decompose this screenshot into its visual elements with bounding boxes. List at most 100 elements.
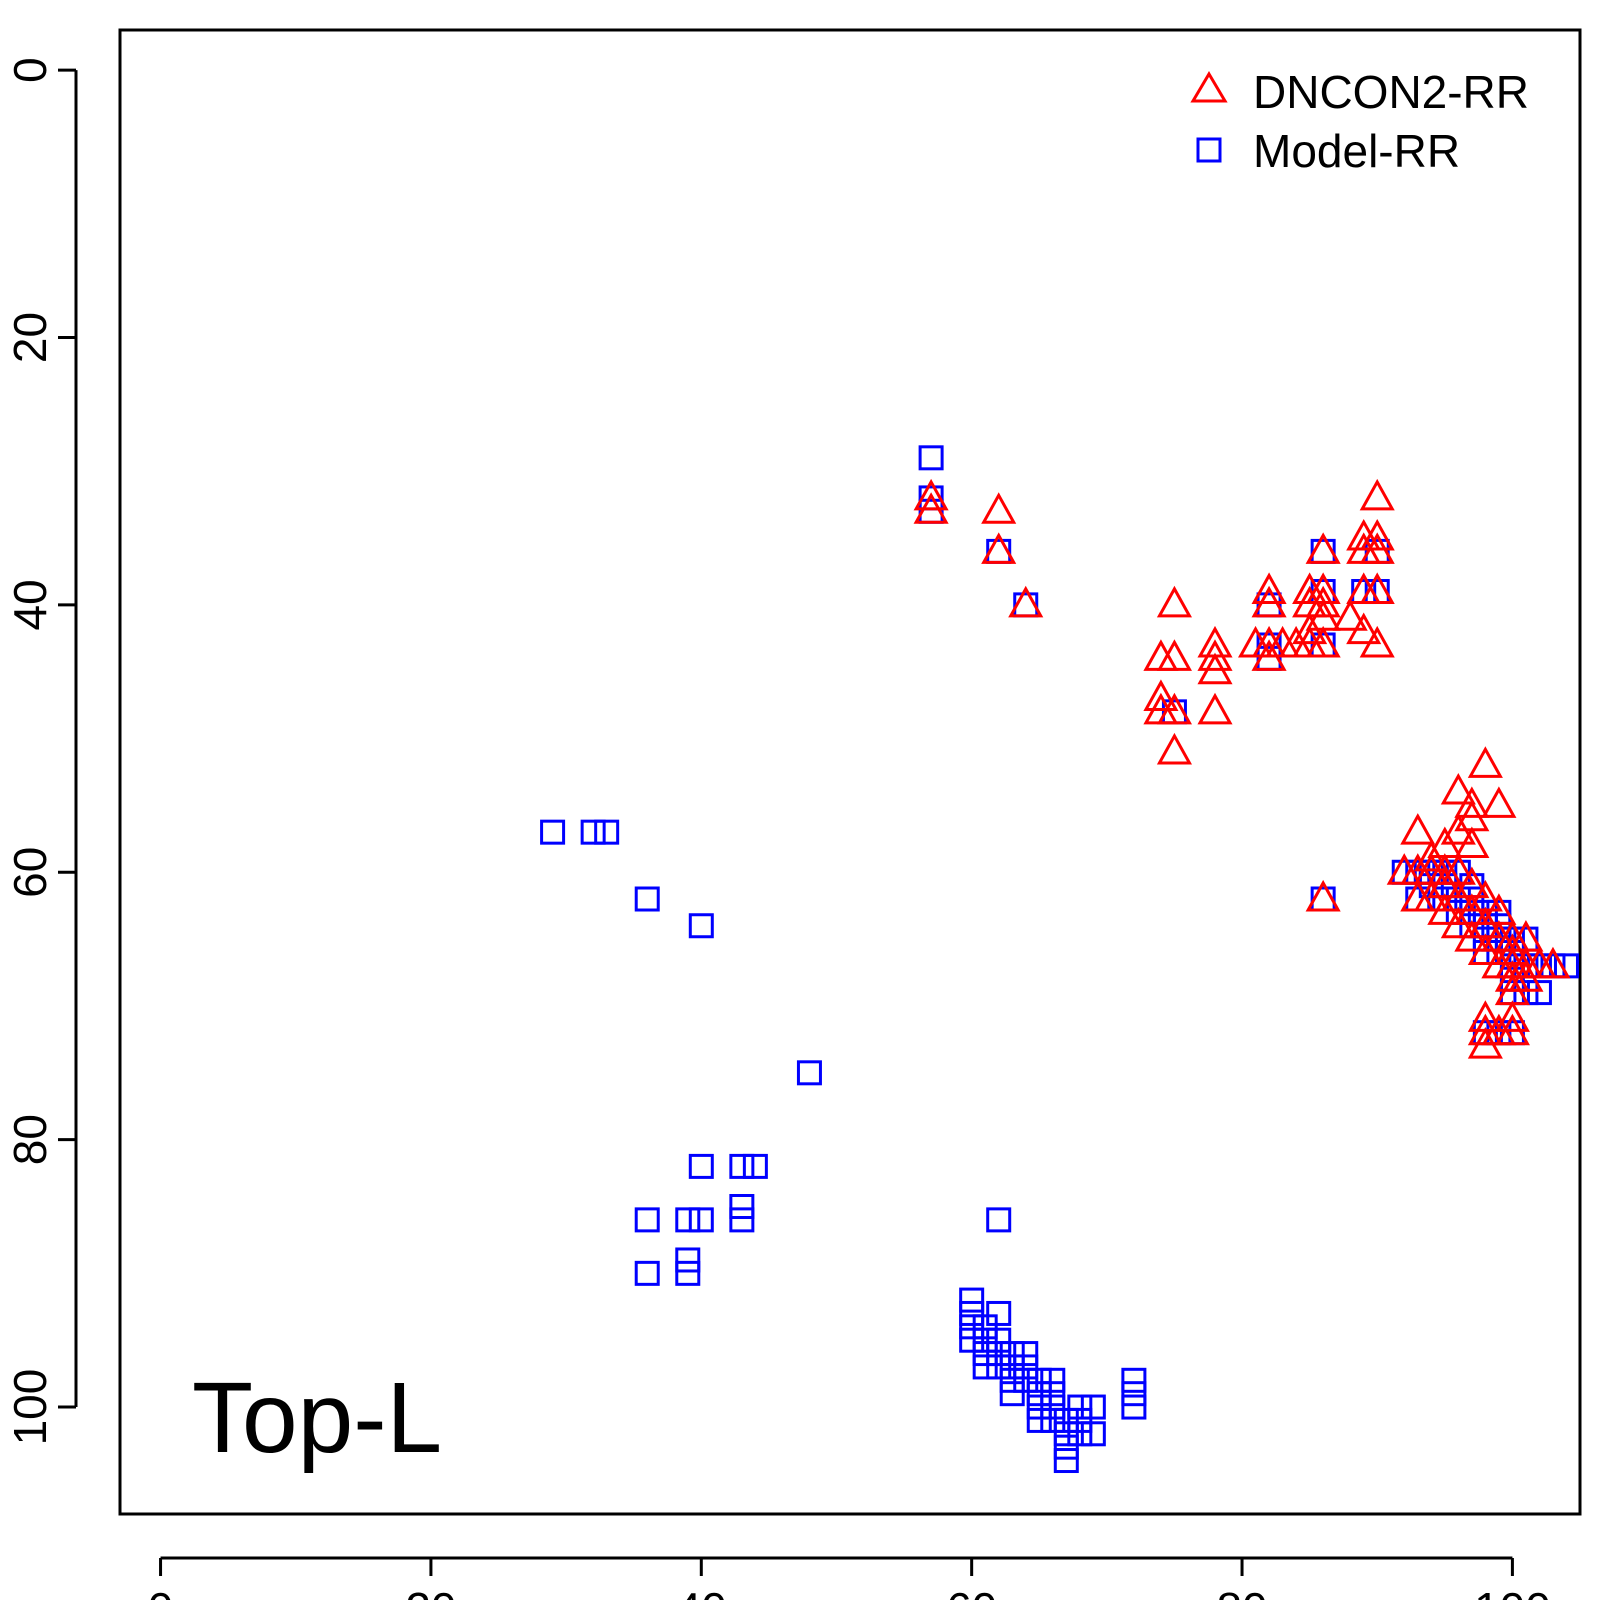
dncon2-rr-point bbox=[1454, 786, 1490, 818]
model-rr-point bbox=[742, 1153, 768, 1179]
x-tick-label: 60 bbox=[946, 1583, 997, 1600]
model-rr-point bbox=[959, 1300, 985, 1326]
legend: DNCON2-RR Model-RR bbox=[1190, 66, 1529, 177]
y-tick-label: 100 bbox=[4, 1369, 56, 1446]
dncon2-rr-point bbox=[1454, 826, 1490, 859]
model-rr-point bbox=[729, 1153, 755, 1179]
legend-marker-model-rr bbox=[1196, 137, 1222, 163]
legend-label-dncon2-rr: DNCON2-RR bbox=[1253, 66, 1529, 118]
model-rr-point bbox=[796, 1060, 822, 1086]
dncon2-rr-point bbox=[1359, 518, 1395, 551]
dncon2-rr-point bbox=[1251, 572, 1287, 605]
data-points bbox=[540, 445, 1579, 1474]
model-rr-point bbox=[1053, 1407, 1079, 1433]
legend-marker-dncon2-rr bbox=[1190, 71, 1228, 103]
model-rr-point bbox=[1040, 1367, 1066, 1393]
model-rr-point bbox=[1067, 1407, 1093, 1433]
model-rr-point bbox=[1040, 1407, 1066, 1433]
model-rr-point bbox=[1053, 1448, 1079, 1474]
model-rr-point bbox=[1121, 1381, 1147, 1407]
x-tick-label: 100 bbox=[1474, 1583, 1551, 1600]
dncon2-rr-point bbox=[1440, 772, 1476, 805]
model-rr-point bbox=[1121, 1394, 1147, 1420]
model-rr-point bbox=[986, 1354, 1012, 1380]
model-rr-point bbox=[1013, 1367, 1039, 1393]
y-tick-label: 20 bbox=[4, 312, 56, 363]
model-rr-point bbox=[1121, 1367, 1147, 1393]
model-rr-point bbox=[999, 1341, 1025, 1367]
model-rr-point bbox=[959, 1327, 985, 1353]
model-rr-point bbox=[688, 913, 714, 939]
model-rr-point bbox=[729, 1194, 755, 1220]
model-rr-point bbox=[1026, 1381, 1052, 1407]
model-rr-point bbox=[999, 1367, 1025, 1393]
dncon2-rr-point bbox=[981, 532, 1017, 564]
model-rr-point bbox=[1013, 1354, 1039, 1380]
model-rr-point bbox=[688, 1153, 714, 1179]
dncon2-rr-point bbox=[1156, 639, 1192, 671]
model-rr-point bbox=[540, 819, 566, 845]
dncon2-rr-point bbox=[1359, 532, 1395, 564]
model-rr-point bbox=[972, 1327, 998, 1353]
model-rr-point bbox=[1067, 1394, 1093, 1420]
dncon2-rr-point bbox=[1467, 746, 1503, 778]
dncon2-rr-point bbox=[1251, 585, 1287, 618]
model-rr-point bbox=[999, 1354, 1025, 1380]
model-rr-point bbox=[1013, 1341, 1039, 1367]
model-rr-point bbox=[986, 1207, 1012, 1233]
model-rr-point bbox=[1053, 1421, 1079, 1447]
dncon2-rr-point bbox=[1359, 572, 1395, 605]
model-rr-point bbox=[1040, 1381, 1066, 1407]
dncon2-rr-point bbox=[1008, 585, 1044, 618]
model-rr-point bbox=[1067, 1421, 1093, 1447]
model-rr-point bbox=[1080, 1394, 1106, 1420]
dncon2-rr-point bbox=[1494, 1000, 1530, 1032]
dncon2-rr-point bbox=[1305, 532, 1341, 564]
legend-label-model-rr: Model-RR bbox=[1253, 125, 1460, 177]
model-rr-point bbox=[634, 886, 660, 912]
dncon2-rr-point bbox=[913, 492, 949, 524]
y-tick-label: 60 bbox=[4, 847, 56, 898]
dncon2-rr-point bbox=[1305, 585, 1341, 618]
model-rr-point bbox=[972, 1314, 998, 1340]
x-tick-label: 20 bbox=[405, 1583, 456, 1600]
dncon2-rr-point bbox=[1400, 813, 1436, 845]
dncon2-rr-point bbox=[1359, 625, 1395, 658]
dncon2-rr-point bbox=[1143, 679, 1179, 711]
y-tick-label: 80 bbox=[4, 1114, 56, 1165]
model-rr-point bbox=[986, 1300, 1012, 1326]
model-rr-point bbox=[972, 1354, 998, 1380]
model-rr-point bbox=[972, 1341, 998, 1367]
model-rr-point bbox=[1040, 1394, 1066, 1420]
dncon2-rr-point bbox=[1494, 1013, 1530, 1046]
dncon2-rr-point bbox=[1332, 599, 1368, 631]
x-axis: 0 20 40 60 80 100 bbox=[148, 1556, 1551, 1600]
model-rr-point bbox=[580, 819, 606, 845]
dncon2-rr-point bbox=[1197, 692, 1233, 725]
model-rr-point bbox=[918, 445, 944, 471]
model-rr-point bbox=[688, 1207, 714, 1233]
model-rr-point bbox=[675, 1207, 701, 1233]
model-rr-point bbox=[959, 1287, 985, 1313]
dncon2-rr-point bbox=[1359, 478, 1395, 511]
model-rr-point bbox=[594, 819, 620, 845]
x-tick-label: 40 bbox=[676, 1583, 727, 1600]
model-rr-point bbox=[1026, 1394, 1052, 1420]
model-rr-point bbox=[675, 1260, 701, 1286]
dncon2-rr-point bbox=[1305, 625, 1341, 658]
dncon2-rr-point bbox=[1346, 612, 1382, 645]
dncon2-rr-point bbox=[1197, 652, 1233, 685]
dncon2-rr-point bbox=[981, 492, 1017, 524]
x-tick-label: 0 bbox=[148, 1583, 174, 1600]
dncon2-rr-point bbox=[1156, 585, 1192, 618]
dncon2-rr-point bbox=[1535, 946, 1571, 979]
dncon2-rr-point bbox=[1481, 786, 1517, 818]
plot-frame bbox=[118, 28, 1582, 1516]
model-rr-point bbox=[1053, 1434, 1079, 1460]
model-rr-point bbox=[986, 1327, 1012, 1353]
model-rr-point bbox=[1080, 1421, 1106, 1447]
dncon2-rr-point bbox=[1156, 732, 1192, 765]
model-rr-point bbox=[729, 1207, 755, 1233]
model-rr-point bbox=[999, 1381, 1025, 1407]
